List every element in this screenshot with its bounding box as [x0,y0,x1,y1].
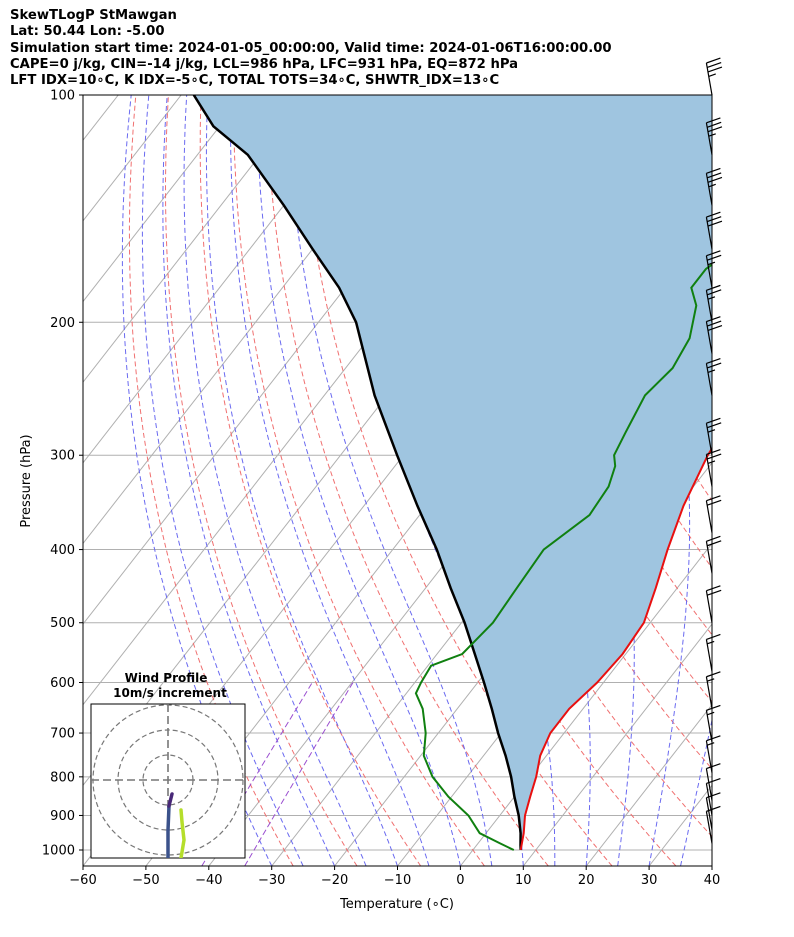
y-tick-label: 100 [50,89,75,104]
axes: −60 −50 −40 −30 −20 −10 0 10 20 30 40 100 200 300 400 5… [42,89,720,889]
wind-barb [705,704,721,743]
x-tick-label: −40 [195,873,222,888]
hodograph-trace [167,792,174,808]
wind-barb [705,763,721,801]
x-tick-label: 10 [515,873,532,888]
y-tick-label: 600 [50,676,75,691]
isotherm-line [460,542,712,866]
hodograph-trace [166,804,171,858]
wind-barb [705,792,721,830]
wind-barb [705,167,723,206]
x-tick-label: 20 [578,873,595,888]
cape-shading [193,95,712,850]
y-tick-label: 300 [50,449,75,464]
dry-adiabat [233,95,485,866]
x-axis-label: Temperature (∘C) [339,897,454,912]
temperature-line [519,446,712,851]
x-tick-label: −60 [69,873,96,888]
moist-adiabat [162,95,336,866]
moist-adiabat [229,95,430,866]
x-tick-label: −30 [258,873,285,888]
mixing-ratio-line [244,682,354,866]
y-tick-label: 900 [50,809,75,824]
y-tick-label: 800 [50,770,75,785]
wind-barb [705,535,722,574]
location-line: Lat: 50.44 Lon: -5.00 [10,24,165,40]
wind-barb [705,57,723,96]
x-tick-label: 30 [641,873,658,888]
moist-adiabat [256,95,461,866]
moist-adiabat [121,95,273,866]
x-tick-label: 40 [704,873,721,888]
dry-adiabat [722,95,794,866]
wind-barb [705,284,722,323]
dry-adiabat [199,95,422,866]
y-axis-label: Pressure (hPa) [19,434,34,527]
dry-adiabat [265,95,549,866]
wind-barb [705,117,723,155]
dry-adiabat [298,95,613,866]
chart-header: SkewTLogP StMawgan Lat: 50.44 Lon: -5.00… [10,8,612,89]
isotherm-line [522,623,712,866]
wind-barb [705,633,721,672]
wind-profile-inset: Wind Profile 10m/s increment [90,671,246,859]
wind-barb [705,805,721,844]
moist-adiabat [711,863,712,866]
parcel-line [192,95,522,851]
plot-area [83,95,794,866]
moist-adiabat [183,95,367,866]
inset-title: Wind Profile [125,671,208,685]
station-title: SkewTLogP StMawgan [10,8,177,23]
index-line: LFT IDX=10∘C, K IDX=-5∘C, TOTAL TOTS=34∘… [10,73,500,89]
dry-adiabat [755,95,794,866]
moist-adiabat [205,95,398,866]
wind-barb [705,735,721,773]
isotherm-line [83,95,245,303]
y-tick-label: 1000 [42,844,75,859]
dry-adiabat [128,95,294,866]
cape-line: CAPE=0 j/kg, CIN=-14 j/kg, LCL=986 hPa, … [10,56,519,72]
wind-barb [705,671,721,709]
wind-barb [705,316,723,354]
isotherm-line [585,703,712,866]
isotherm-line [83,95,308,383]
x-tick-label: −50 [132,873,159,888]
dewpoint-line [414,263,712,851]
x-tick-label: −20 [321,873,348,888]
y-tick-label: 200 [50,316,75,331]
x-tick-label: −10 [384,873,411,888]
dry-adiabat [787,95,794,866]
hodograph-trace [179,808,186,858]
moist-adiabat [141,95,304,866]
wind-barb [705,495,722,533]
x-tick-label: 0 [456,873,464,888]
wind-barbs [705,57,723,844]
wind-barb [705,211,723,250]
wind-barb [705,417,722,456]
y-tick-label: 700 [50,727,75,742]
wind-barb [705,357,722,396]
wind-barb [705,585,722,623]
y-tick-label: 500 [50,616,75,631]
isotherm-line [711,865,712,866]
wind-barb [705,449,722,487]
wind-barb [705,250,722,288]
isotherm-line [83,95,371,464]
inset-subtitle: 10m/s increment [113,686,227,700]
y-tick-label: 400 [50,543,75,558]
time-line: Simulation start time: 2024-01-05_00:00:… [10,40,612,56]
